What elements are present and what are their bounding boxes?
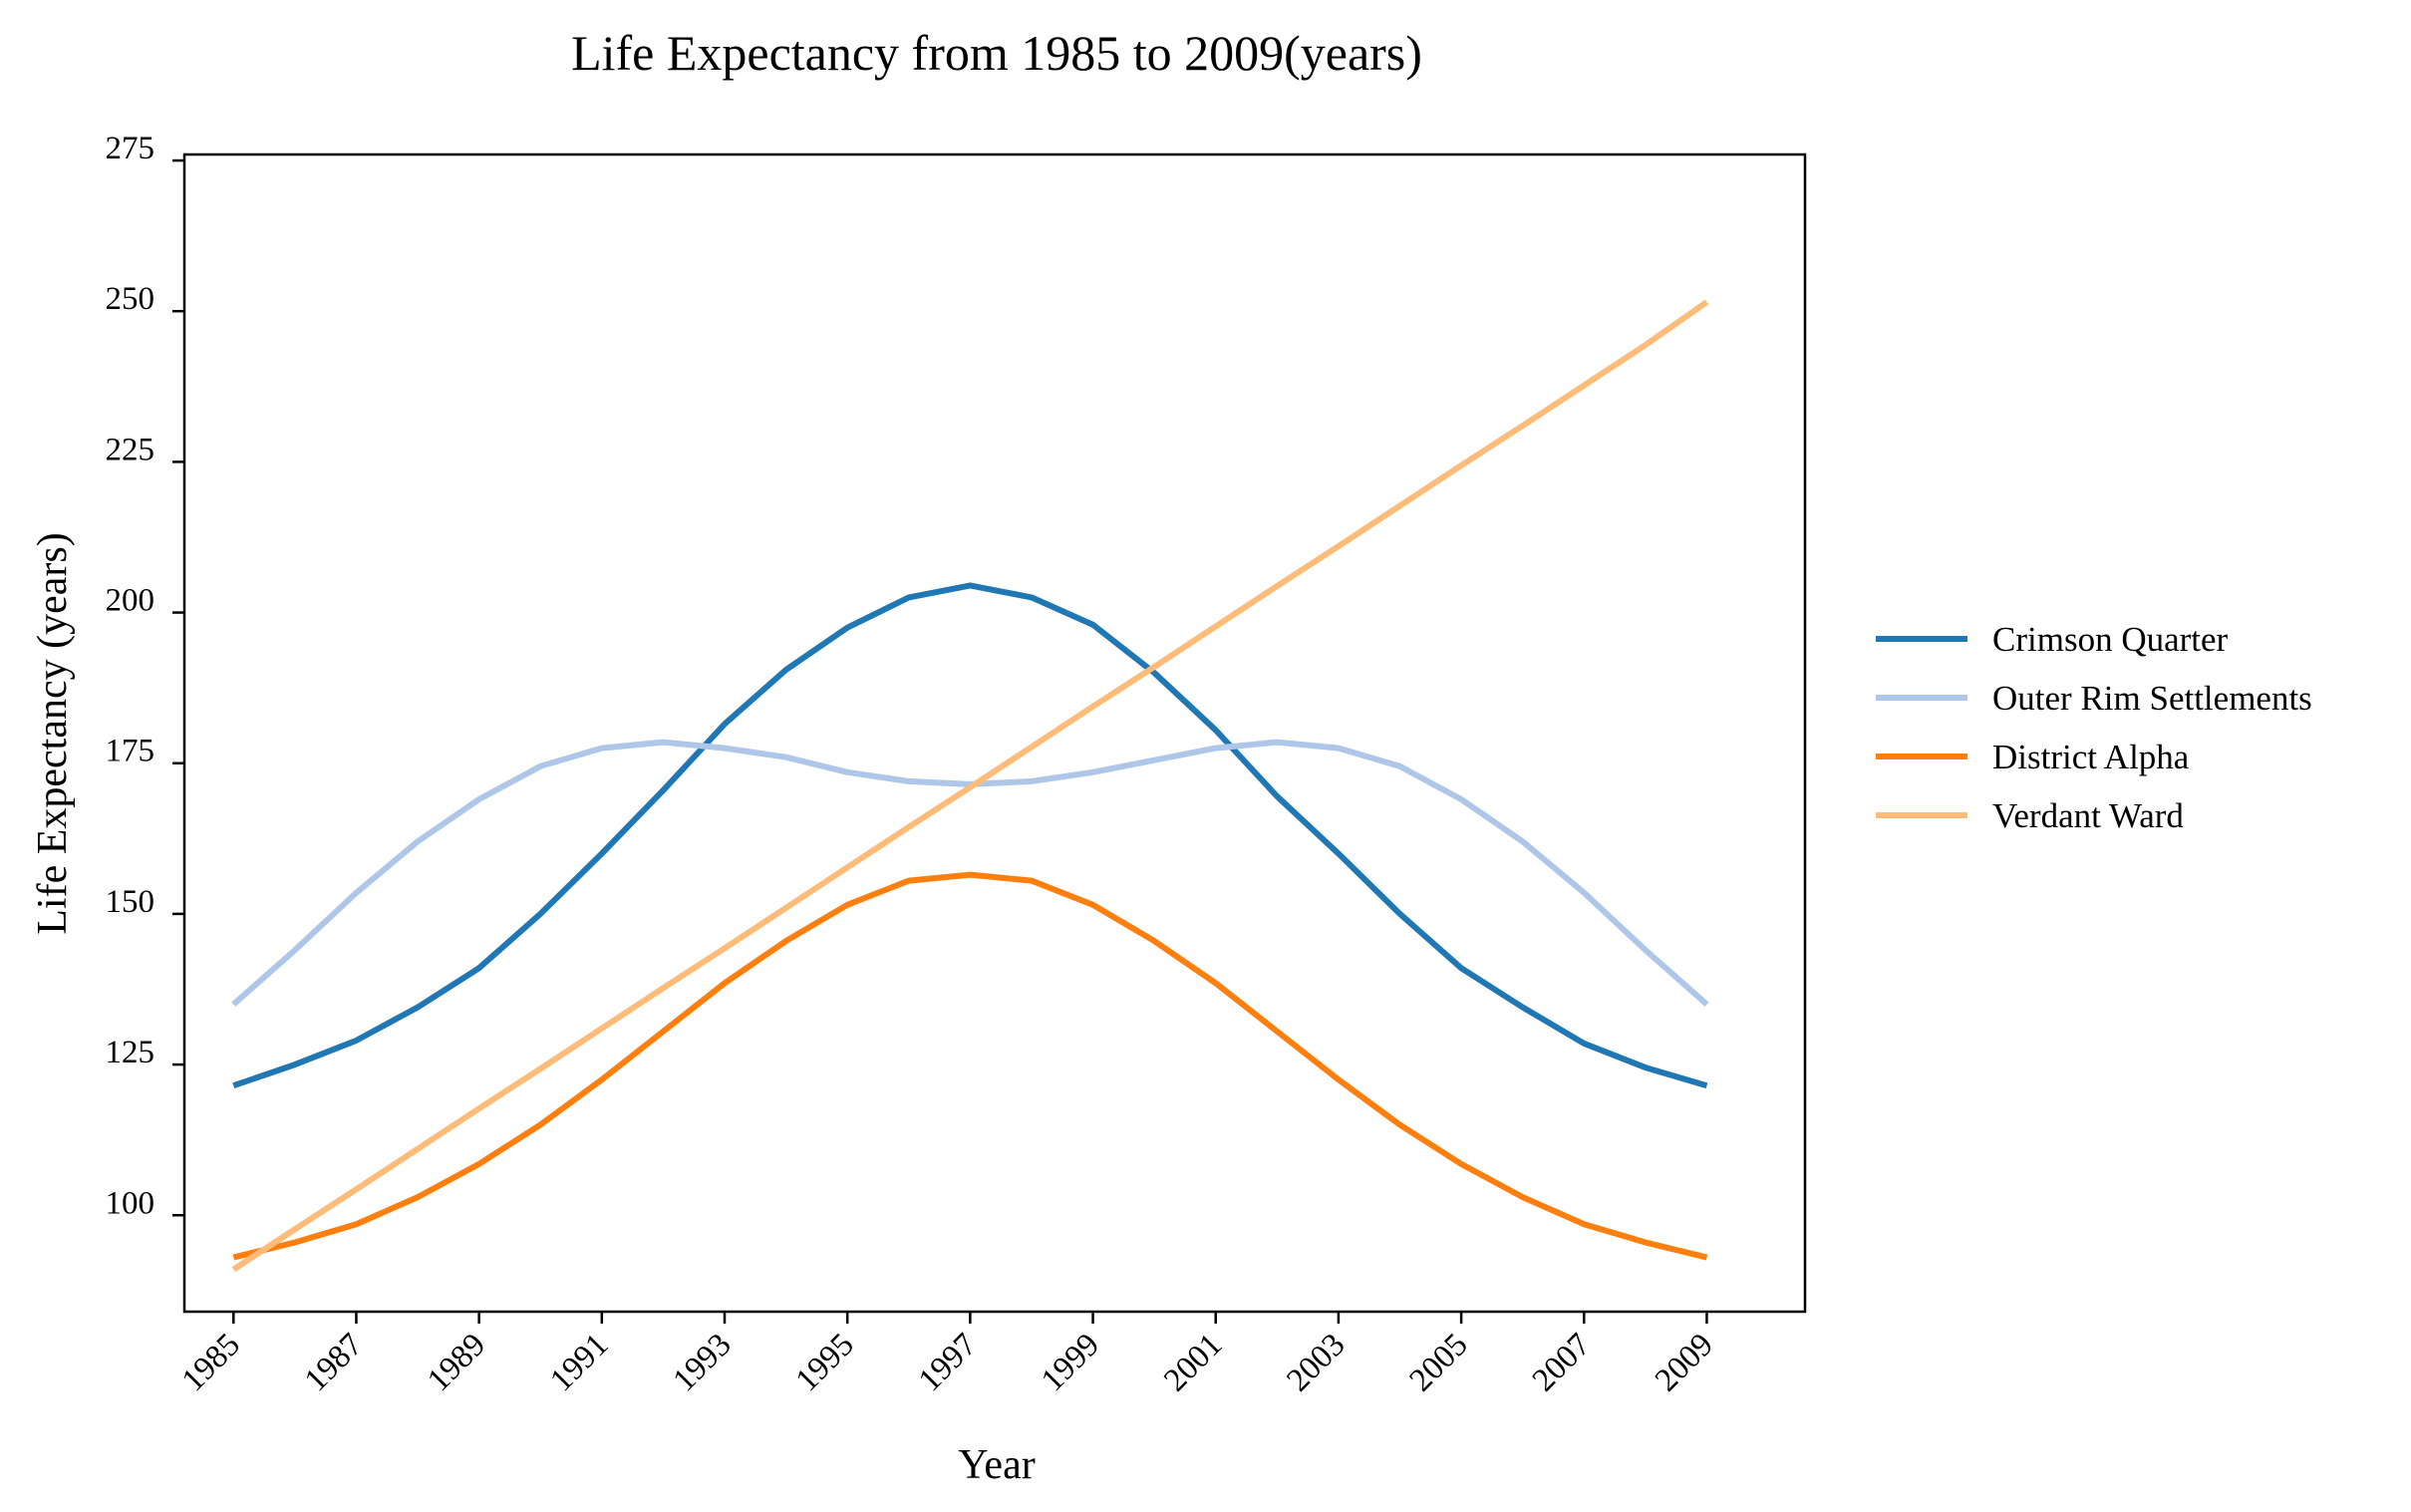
x-axis: 1985 1987 1989 1991 1993 1995 1997 1999 2001 2003… — [175, 1312, 1720, 1398]
x-tick-label: 2001 — [1157, 1327, 1229, 1398]
x-tick-label: 1995 — [789, 1327, 861, 1398]
y-tick-label: 125 — [106, 1035, 155, 1070]
y-tick-label: 225 — [106, 432, 155, 467]
legend-label: Verdant Ward — [1992, 796, 2184, 835]
x-tick-label: 1999 — [1035, 1327, 1106, 1398]
y-tick-label: 150 — [106, 884, 155, 920]
legend: Crimson Quarter Outer Rim Settlements Dist… — [1876, 620, 2312, 835]
x-tick-label: 1985 — [175, 1327, 247, 1398]
y-tick-label: 250 — [106, 281, 155, 317]
legend-label: District Alpha — [1992, 738, 2190, 776]
plot-frame — [182, 152, 1807, 1314]
x-tick-label: 2003 — [1280, 1327, 1352, 1398]
legend-label: Outer Rim Settlements — [1992, 679, 2312, 718]
chart-title: Life Expectancy from 1985 to 2009(years) — [571, 25, 1422, 81]
y-tick-label: 100 — [106, 1185, 155, 1221]
y-axis-label: Life Expectancy (years) — [30, 532, 76, 934]
legend-label: Crimson Quarter — [1992, 620, 2229, 659]
series-lines — [231, 299, 1709, 1273]
x-tick-label: 2005 — [1403, 1327, 1475, 1398]
x-tick-label: 2007 — [1526, 1327, 1598, 1398]
y-tick-label: 275 — [106, 131, 155, 166]
x-tick-label: 1991 — [543, 1327, 615, 1398]
series-line-crimson-quarter — [232, 582, 1708, 1089]
y-axis: 100 125 150 175 200 225 250 275 — [106, 131, 184, 1221]
x-tick-label: 1987 — [298, 1327, 370, 1398]
y-tick-label: 175 — [106, 734, 155, 769]
series-line-verdant-ward — [231, 299, 1709, 1273]
x-axis-label: Year — [958, 1442, 1035, 1488]
x-tick-label: 1997 — [912, 1327, 984, 1398]
x-tick-label: 1989 — [421, 1327, 492, 1398]
x-tick-label: 2009 — [1649, 1327, 1720, 1398]
x-tick-label: 1993 — [667, 1327, 739, 1398]
y-tick-label: 200 — [106, 583, 155, 619]
series-line-district-alpha — [232, 871, 1708, 1261]
